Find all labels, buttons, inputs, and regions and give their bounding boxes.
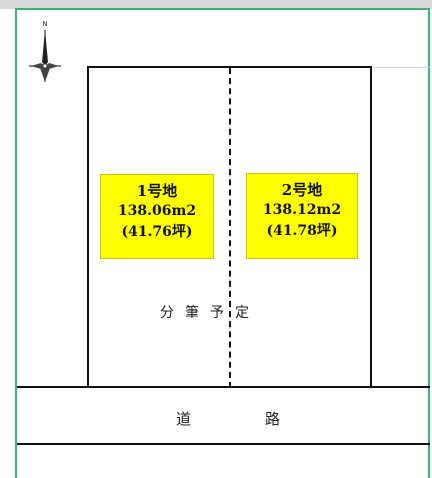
road-edge-bottom — [17, 443, 430, 445]
north-label: N — [42, 20, 47, 28]
north-arrow-icon: N — [29, 20, 61, 82]
subdivision-note: 分筆予定 — [160, 305, 260, 321]
lot-1-tsubo: (41.76坪) — [121, 224, 193, 240]
road-label-1: 道 — [176, 410, 192, 428]
lot-2-name: 2号地 — [281, 181, 323, 199]
lot-2-label: 2号地 138.12m2 (41.78坪) — [246, 173, 358, 259]
road-label-2: 路 — [265, 410, 281, 428]
lot-2-tsubo: (41.78坪) — [266, 223, 338, 239]
division-line — [229, 68, 231, 388]
image-frame — [15, 8, 430, 478]
top-bar — [0, 0, 432, 9]
lot-1-label: 1号地 138.06m2 (41.76坪) — [100, 174, 214, 259]
lot-1-area: 138.06m2 — [117, 203, 197, 219]
neighbor-boundary — [372, 67, 430, 68]
lot-1-name: 1号地 — [136, 182, 178, 200]
road-edge-top — [17, 386, 430, 388]
lot-2-area: 138.12m2 — [262, 202, 342, 218]
